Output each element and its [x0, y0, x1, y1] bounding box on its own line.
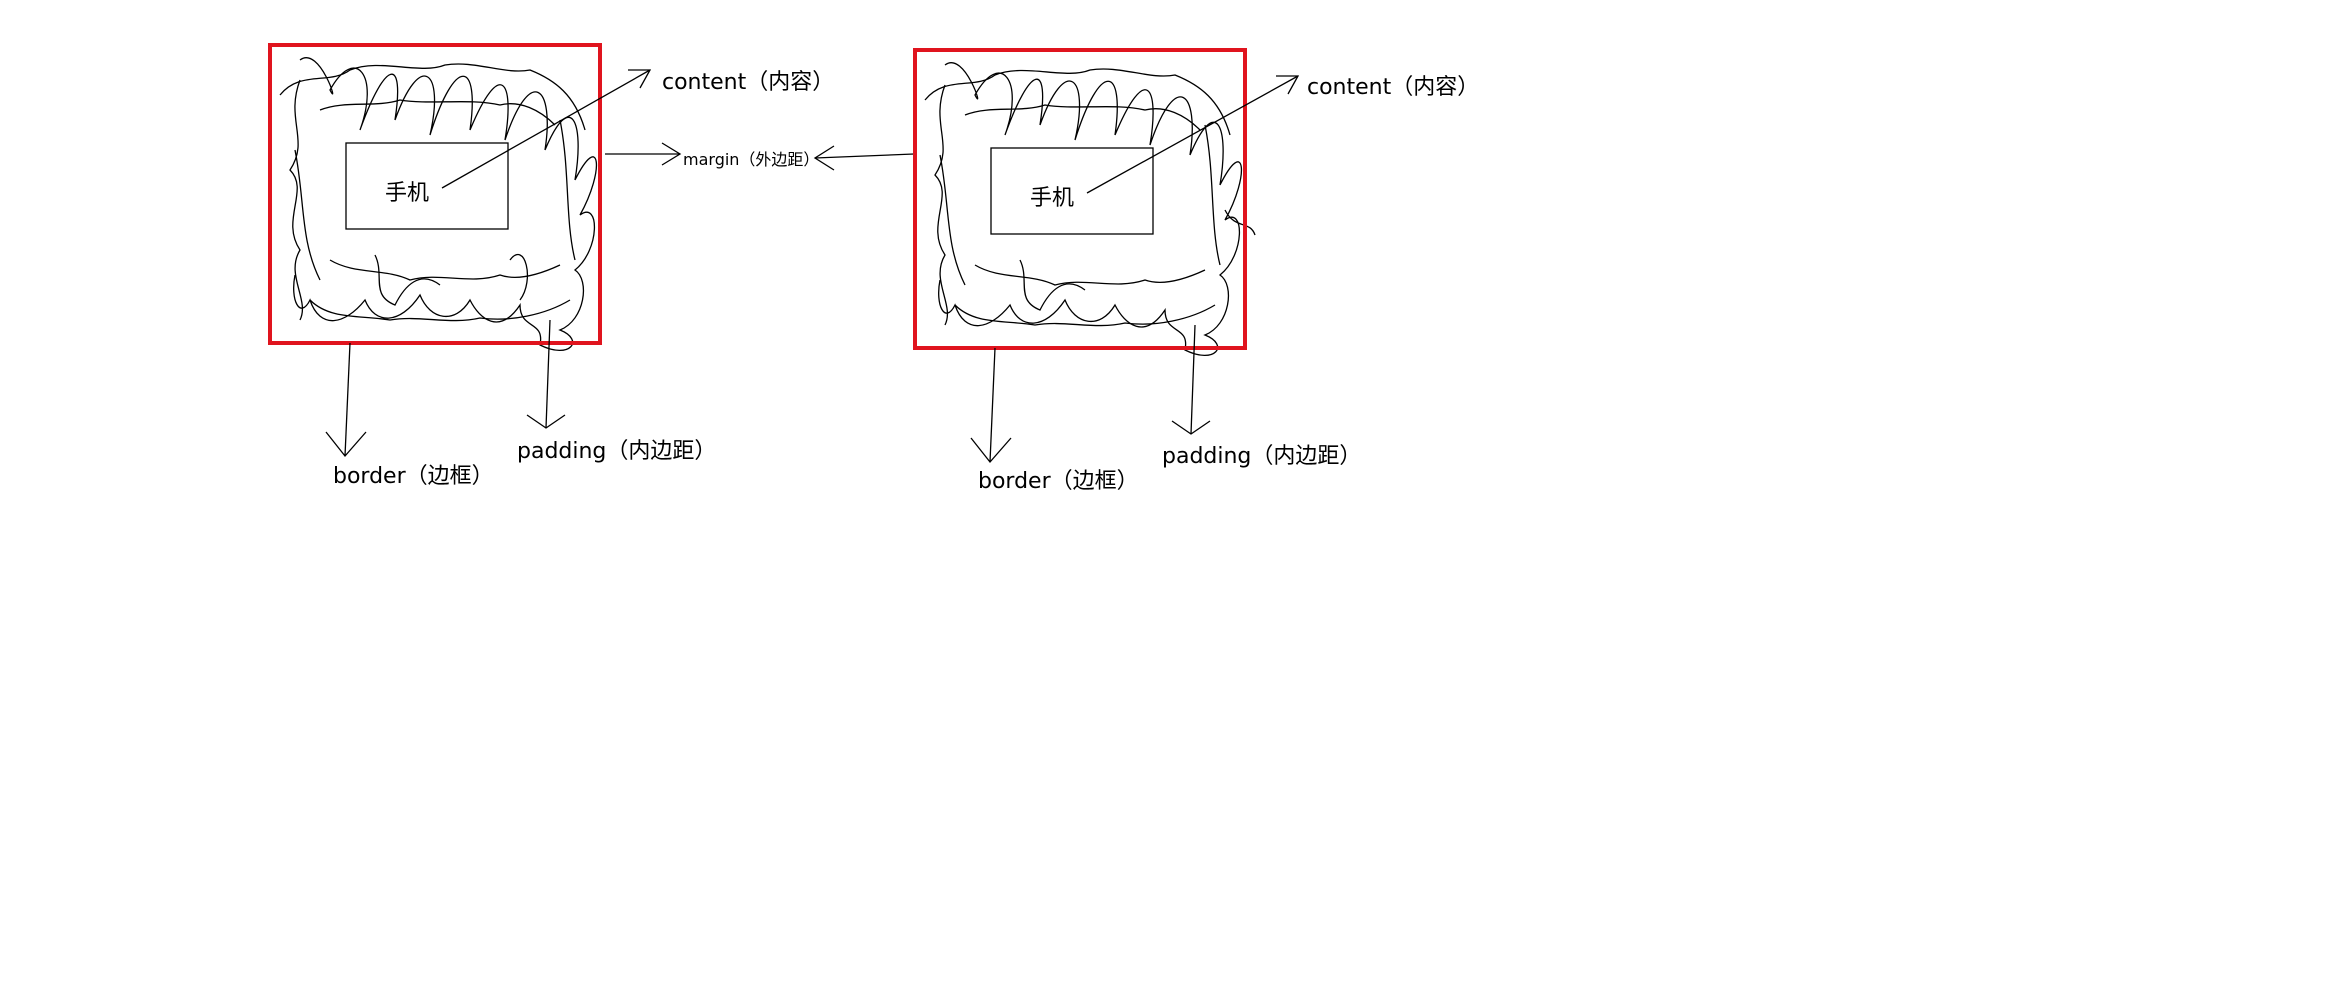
- right-padding-label: padding（内边距）: [1162, 444, 1361, 469]
- left-border-label: border（边框）: [333, 464, 494, 489]
- right-content-box: [990, 147, 1154, 235]
- left-border-arrow: [325, 342, 367, 458]
- right-padding-scribble: [924, 62, 1256, 356]
- left-content-text: 手机: [385, 181, 429, 206]
- left-content-label: content（内容）: [662, 70, 834, 95]
- margin-label: margin（外边距）: [683, 150, 819, 169]
- left-content-arrow: [441, 69, 652, 189]
- margin-arrows: [605, 142, 915, 171]
- right-padding-arrow: [1171, 324, 1211, 435]
- right-border-arrow: [970, 347, 1012, 464]
- left-padding-arrow: [526, 319, 566, 429]
- left-content-box: [345, 142, 509, 230]
- left-box-model: 手机 content（内容） border（边框） padding（内边距）: [268, 43, 834, 489]
- left-border-box: [268, 43, 602, 345]
- right-border-box: [913, 48, 1247, 350]
- right-content-arrow: [1086, 75, 1300, 194]
- right-border-label: border（边框）: [978, 469, 1139, 494]
- right-content-text: 手机: [1030, 186, 1074, 211]
- right-content-label: content（内容）: [1307, 75, 1479, 100]
- left-padding-label: padding（内边距）: [517, 439, 716, 464]
- right-box-model: 手机 content（内容） border（边框） padding（内边距）: [913, 48, 1479, 494]
- left-padding-scribble: [279, 57, 598, 351]
